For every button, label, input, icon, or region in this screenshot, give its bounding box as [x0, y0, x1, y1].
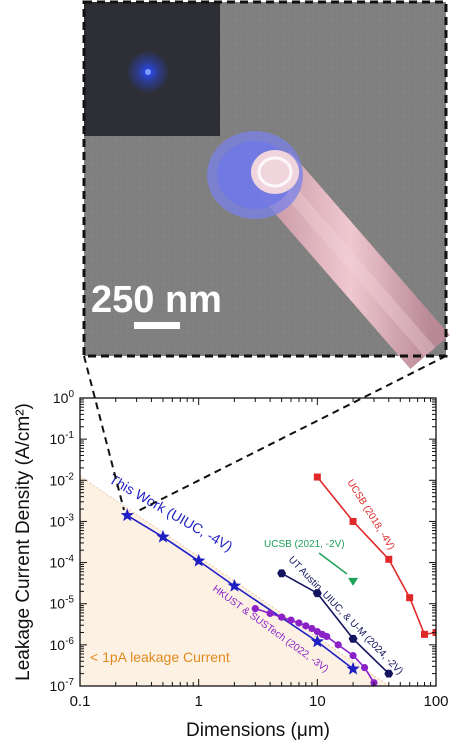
series-1-point [295, 619, 303, 627]
series-1 [251, 605, 378, 686]
series-0-point [120, 508, 134, 522]
series-2-point [312, 589, 322, 598]
series-1-point [278, 613, 286, 621]
series-0-point [156, 529, 170, 543]
series-layer [120, 473, 436, 686]
series-0-line [126, 514, 354, 670]
series-1-point [302, 622, 310, 630]
series-1-point [334, 641, 342, 649]
x-tick-label: 1 [194, 693, 202, 710]
y-tick-label: 10-5 [50, 595, 75, 612]
series-2-point [277, 569, 287, 578]
sem-micrograph: 250 nm [82, 0, 450, 370]
series-1-point [323, 632, 331, 641]
scale-bar-label: 250 nm [91, 279, 222, 321]
series-1-point [287, 616, 295, 624]
series-2-point [384, 669, 394, 678]
x-axis-title: Dimensions (μm) [186, 720, 330, 741]
y-tick-label: 100 [53, 389, 75, 406]
series-3-point [313, 473, 321, 481]
series-3-point [421, 630, 428, 638]
x-tick-label: 10 [309, 693, 326, 710]
series-3-point [385, 555, 393, 563]
ucsb-2021-arrow [318, 552, 348, 575]
y-tick-label: 10-2 [50, 471, 75, 488]
series-2 [277, 569, 394, 678]
inset-panel [84, 2, 220, 136]
series-4-point [348, 577, 359, 586]
series-1-point [349, 651, 357, 660]
shaded-region [79, 475, 390, 687]
series-3-point [349, 517, 357, 525]
shaded-region-label: < 1pA leakage Current [90, 649, 230, 665]
series-0-point [192, 553, 206, 567]
series-0 [120, 508, 360, 675]
nanowire [250, 150, 450, 370]
zoom-guides [83, 355, 447, 513]
y-tick-label: 10-7 [50, 677, 75, 694]
series-0-point [310, 634, 324, 648]
series-3-point [406, 594, 414, 602]
y-tick-label: 10-6 [50, 636, 75, 653]
chart: 0.1 1 10 100 100 10-1 10-2 10-3 10-4 10-5 10-6 10-7… [13, 389, 449, 741]
series-4 [348, 577, 359, 586]
series-1-point [266, 609, 274, 618]
label-ucsb-2021: UCSB (2021, -2V) [264, 539, 345, 550]
series-2-line [281, 572, 390, 675]
x-tick-label: 100 [423, 693, 448, 710]
x-tick-label: 0.1 [70, 693, 91, 710]
series-0-point [346, 661, 360, 675]
series-0-point [227, 579, 241, 592]
series-2-point [348, 634, 358, 643]
y-tick-label: 10-4 [50, 554, 75, 571]
nanowire-tip [207, 131, 303, 219]
scale-bar [134, 322, 180, 329]
y-tick-label: 10-3 [50, 512, 75, 529]
axes: 0.1 1 10 100 100 10-1 10-2 10-3 10-4 10-5 10-6 10-7 [50, 389, 449, 710]
micrograph-frame [82, 0, 448, 358]
series-1-point [308, 624, 316, 633]
y-axis-title: Leakage Current Density (A/cm²) [13, 403, 34, 681]
series-1-point [251, 605, 259, 613]
y-tick-label: 10-1 [50, 430, 75, 447]
series-1-point [360, 664, 369, 672]
plot-frame [79, 397, 437, 687]
